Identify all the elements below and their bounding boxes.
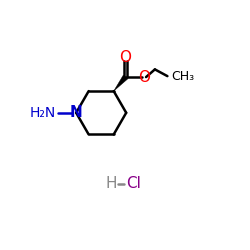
Text: O: O	[138, 70, 150, 84]
Text: Cl: Cl	[126, 176, 142, 192]
Text: O: O	[120, 50, 132, 65]
Text: CH₃: CH₃	[172, 70, 195, 83]
Text: N: N	[70, 105, 82, 120]
Polygon shape	[114, 75, 128, 91]
Text: H₂N: H₂N	[30, 106, 56, 120]
Text: H: H	[105, 176, 117, 192]
